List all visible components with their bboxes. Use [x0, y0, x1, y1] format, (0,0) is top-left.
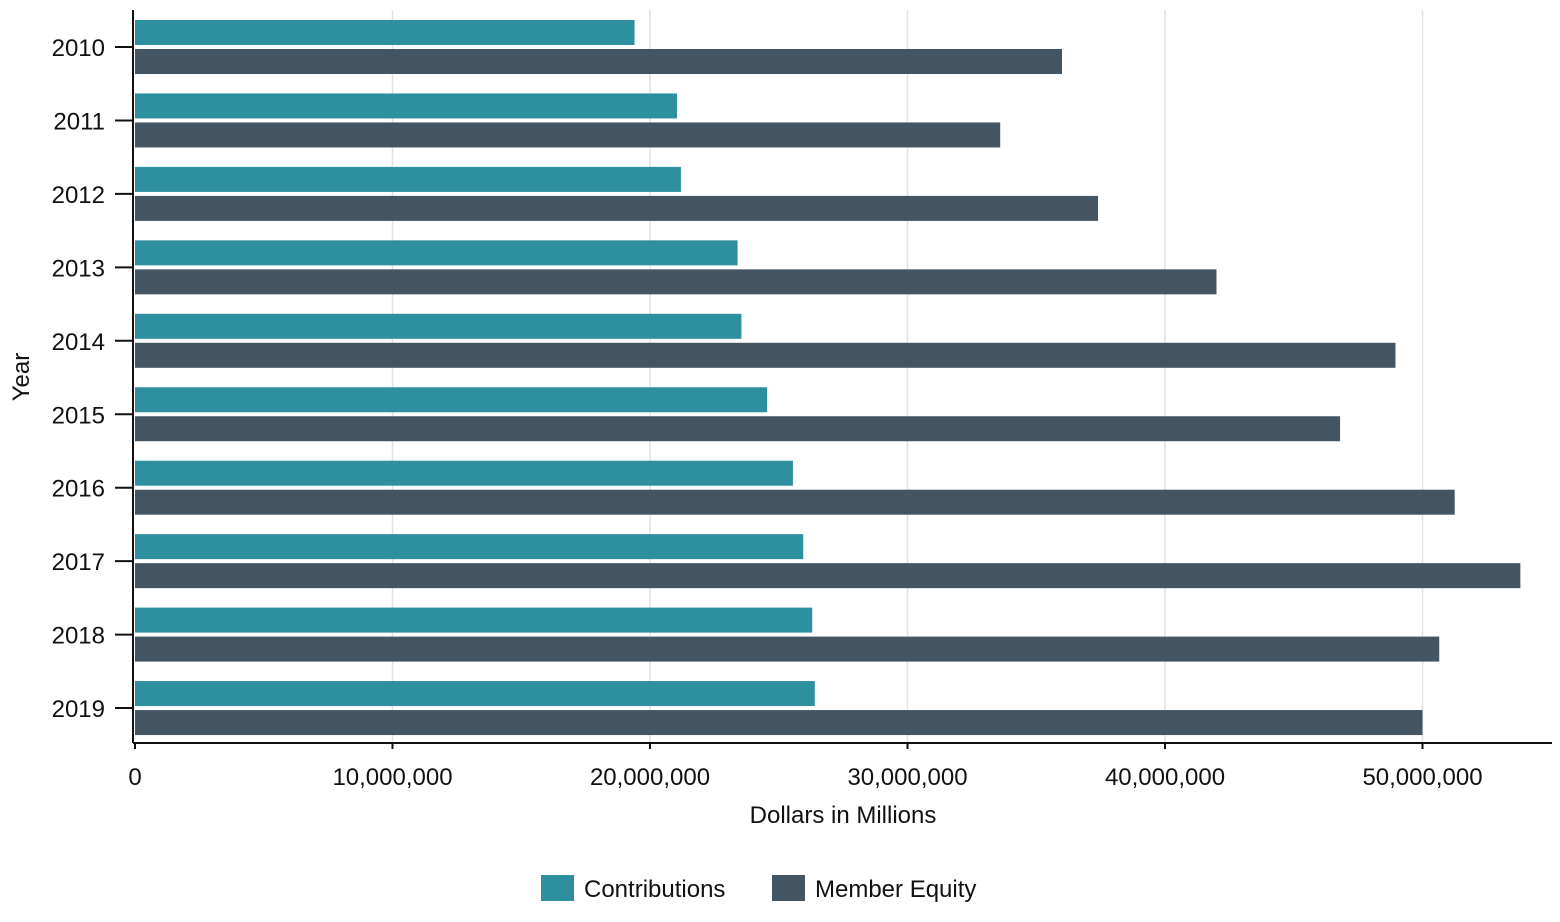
x-tick-label: 20,000,000 — [590, 764, 710, 791]
x-tick-label: 10,000,000 — [332, 764, 452, 791]
y-tick-label: 2013 — [52, 255, 105, 282]
bar-member-equity — [135, 489, 1455, 515]
x-tick-label: 50,000,000 — [1362, 764, 1482, 791]
bar-member-equity — [135, 195, 1099, 221]
legend-swatch — [772, 875, 805, 901]
bar-contributions — [135, 93, 678, 119]
bar-contributions — [135, 20, 635, 45]
bar-member-equity — [135, 636, 1440, 662]
bar-member-equity — [135, 49, 1062, 74]
x-tick-label: 30,000,000 — [847, 764, 967, 791]
y-tick-label: 2019 — [52, 696, 105, 723]
y-tick-label: 2010 — [52, 35, 105, 62]
bar-member-equity — [135, 416, 1341, 442]
bar-contributions — [135, 313, 742, 339]
bar-member-equity — [135, 122, 1001, 148]
bar-member-equity — [135, 563, 1521, 589]
x-tick-label: 40,000,000 — [1105, 764, 1225, 791]
legend-label: Contributions — [584, 876, 725, 903]
x-tick-label: 0 — [128, 764, 141, 791]
bar-contributions — [135, 240, 738, 266]
bar-contributions — [135, 460, 793, 486]
y-tick-label: 2017 — [52, 549, 105, 576]
x-axis-title: Dollars in Millions — [750, 802, 937, 829]
bar-member-equity — [135, 269, 1217, 295]
gridlines — [391, 10, 1424, 743]
y-tick-label: 2018 — [52, 623, 105, 650]
bar-contributions — [135, 534, 804, 560]
legend-swatch — [541, 875, 574, 901]
legend-label: Member Equity — [815, 876, 976, 903]
bar-contributions — [135, 387, 768, 413]
bar-contributions — [135, 681, 815, 707]
y-tick-label: 2012 — [52, 182, 105, 209]
bar-contributions — [135, 607, 813, 633]
y-tick-label: 2016 — [52, 476, 105, 503]
y-axis-ticks: 2010 2011 2012 2013 2014 2015 2016 2017 2018 2019 — [52, 35, 133, 723]
y-tick-label: 2011 — [53, 108, 105, 135]
axes — [132, 10, 1552, 744]
y-axis-title: Year — [8, 353, 35, 402]
bar-contributions — [135, 166, 681, 192]
x-axis-ticks: 0 10,000,000 20,000,000 30,000,000 40,000,00… — [128, 743, 1483, 791]
bar-member-equity — [135, 710, 1423, 736]
bars — [135, 20, 1521, 736]
bar-member-equity — [135, 342, 1396, 368]
legend: Contributions Member Equity — [541, 875, 976, 903]
y-tick-label: 2015 — [52, 402, 105, 429]
y-tick-label: 2014 — [52, 329, 105, 356]
